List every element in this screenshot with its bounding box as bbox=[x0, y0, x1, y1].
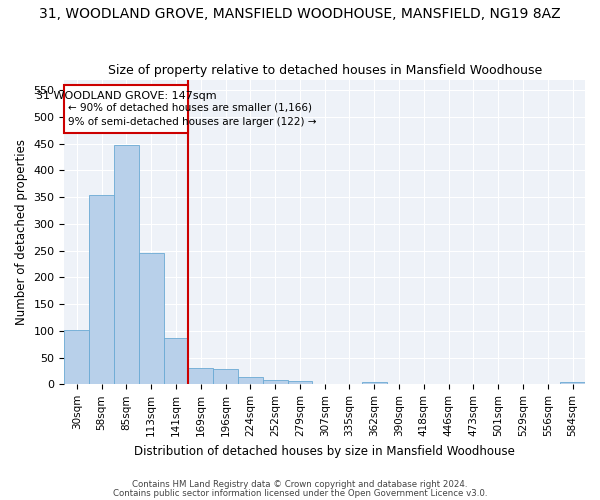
Bar bbox=[164, 338, 188, 384]
X-axis label: Distribution of detached houses by size in Mansfield Woodhouse: Distribution of detached houses by size … bbox=[134, 444, 515, 458]
Text: 9% of semi-detached houses are larger (122) →: 9% of semi-detached houses are larger (1… bbox=[68, 117, 317, 127]
Bar bbox=[238, 377, 263, 384]
Title: Size of property relative to detached houses in Mansfield Woodhouse: Size of property relative to detached ho… bbox=[107, 64, 542, 77]
Bar bbox=[139, 253, 164, 384]
Bar bbox=[560, 382, 585, 384]
Bar bbox=[188, 368, 213, 384]
Bar bbox=[287, 381, 313, 384]
Bar bbox=[263, 380, 287, 384]
Bar bbox=[213, 369, 238, 384]
Bar bbox=[64, 330, 89, 384]
Bar bbox=[114, 146, 139, 384]
Text: ← 90% of detached houses are smaller (1,166): ← 90% of detached houses are smaller (1,… bbox=[68, 102, 312, 113]
Text: 31, WOODLAND GROVE, MANSFIELD WOODHOUSE, MANSFIELD, NG19 8AZ: 31, WOODLAND GROVE, MANSFIELD WOODHOUSE,… bbox=[39, 8, 561, 22]
Y-axis label: Number of detached properties: Number of detached properties bbox=[15, 139, 28, 325]
Text: Contains HM Land Registry data © Crown copyright and database right 2024.: Contains HM Land Registry data © Crown c… bbox=[132, 480, 468, 489]
FancyBboxPatch shape bbox=[64, 85, 188, 133]
Text: Contains public sector information licensed under the Open Government Licence v3: Contains public sector information licen… bbox=[113, 488, 487, 498]
Bar bbox=[362, 382, 386, 384]
Bar bbox=[89, 195, 114, 384]
Text: 31 WOODLAND GROVE: 147sqm: 31 WOODLAND GROVE: 147sqm bbox=[36, 92, 217, 102]
